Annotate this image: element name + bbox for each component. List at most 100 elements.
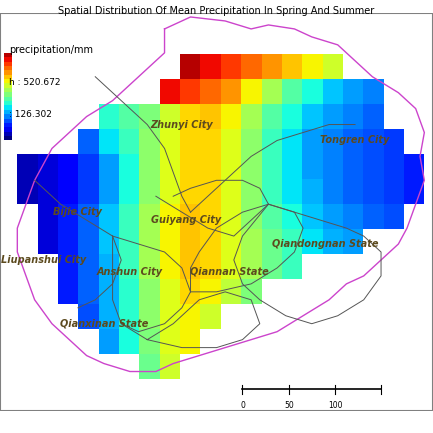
Bar <box>99 104 119 129</box>
Bar <box>363 129 384 154</box>
Bar <box>302 54 323 79</box>
Bar <box>323 229 343 254</box>
Bar <box>180 154 200 179</box>
Bar <box>282 229 302 254</box>
Bar <box>282 104 302 129</box>
Bar <box>160 104 180 129</box>
Bar <box>99 154 119 179</box>
Bar <box>221 204 241 229</box>
Bar <box>4 61 12 66</box>
Bar <box>363 204 384 229</box>
Bar <box>180 229 200 254</box>
Bar <box>221 129 241 154</box>
Bar <box>221 79 241 104</box>
Bar <box>221 179 241 204</box>
Bar <box>180 254 200 279</box>
Bar <box>241 179 262 204</box>
Bar <box>139 104 160 129</box>
Bar <box>200 229 221 254</box>
Bar <box>363 79 384 104</box>
Bar <box>160 154 180 179</box>
Bar <box>200 279 221 304</box>
Bar <box>343 79 363 104</box>
Bar <box>323 104 343 129</box>
Bar <box>282 79 302 104</box>
Bar <box>343 154 363 179</box>
Bar <box>4 92 12 97</box>
Text: Guiyang City: Guiyang City <box>151 215 221 225</box>
Bar <box>4 84 12 88</box>
Text: Bijie City: Bijie City <box>53 207 103 217</box>
Bar <box>241 204 262 229</box>
Bar <box>58 154 78 179</box>
Text: 100: 100 <box>328 401 343 410</box>
Bar <box>4 127 12 132</box>
Bar <box>282 254 302 279</box>
Bar <box>38 229 58 254</box>
Bar <box>241 79 262 104</box>
Bar <box>363 104 384 129</box>
Bar <box>78 179 99 204</box>
Bar <box>180 129 200 154</box>
Bar <box>200 254 221 279</box>
Bar <box>160 304 180 330</box>
Bar <box>343 179 363 204</box>
Bar <box>119 279 139 304</box>
Bar <box>119 204 139 229</box>
Bar <box>262 179 282 204</box>
Bar <box>99 279 119 304</box>
Bar <box>302 154 323 179</box>
Bar <box>221 54 241 79</box>
Bar <box>4 88 12 92</box>
Bar <box>4 70 12 75</box>
Bar <box>302 129 323 154</box>
Bar <box>282 179 302 204</box>
Bar <box>262 104 282 129</box>
Bar <box>78 229 99 254</box>
Bar <box>180 204 200 229</box>
Bar <box>99 204 119 229</box>
Text: Liupanshui City: Liupanshui City <box>1 255 86 265</box>
Bar <box>323 54 343 79</box>
Bar <box>99 229 119 254</box>
Bar <box>139 254 160 279</box>
Bar <box>200 79 221 104</box>
Bar <box>262 54 282 79</box>
Text: : 126.302: : 126.302 <box>9 110 52 119</box>
Bar <box>78 129 99 154</box>
Bar <box>78 304 99 330</box>
Bar <box>180 104 200 129</box>
Bar <box>78 279 99 304</box>
Bar <box>160 79 180 104</box>
Bar <box>78 154 99 179</box>
Bar <box>17 179 38 204</box>
Bar <box>160 355 180 379</box>
Bar <box>221 279 241 304</box>
Text: Tongren City: Tongren City <box>320 136 390 145</box>
Bar <box>262 79 282 104</box>
Bar <box>58 179 78 204</box>
Bar <box>139 279 160 304</box>
Bar <box>262 229 282 254</box>
Bar <box>343 104 363 129</box>
Bar <box>4 105 12 110</box>
Bar <box>262 129 282 154</box>
Bar <box>221 229 241 254</box>
Bar <box>119 154 139 179</box>
Bar <box>139 204 160 229</box>
Bar <box>139 304 160 330</box>
Bar <box>139 129 160 154</box>
Bar <box>4 57 12 61</box>
Text: Qianxinan State: Qianxinan State <box>60 319 148 329</box>
Bar <box>241 104 262 129</box>
Bar <box>139 229 160 254</box>
Bar <box>343 129 363 154</box>
Bar <box>241 154 262 179</box>
Bar <box>343 204 363 229</box>
Bar <box>58 254 78 279</box>
Bar <box>58 204 78 229</box>
Bar <box>302 204 323 229</box>
Bar <box>4 66 12 70</box>
Bar <box>241 54 262 79</box>
Bar <box>4 123 12 127</box>
